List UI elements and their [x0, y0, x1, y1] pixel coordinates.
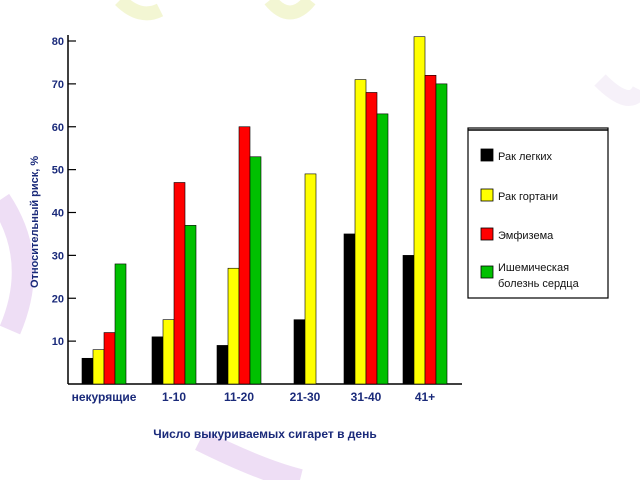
bar-4-5	[376, 113, 389, 385]
bar-2-5	[354, 79, 367, 385]
x-tick-label: 31-40	[351, 390, 382, 404]
bar-3-3	[238, 126, 251, 385]
bar-4-6	[435, 83, 448, 385]
bar-2-3	[227, 267, 240, 385]
bar-3-6	[424, 75, 437, 385]
legend-swatch	[480, 265, 494, 279]
bars	[81, 36, 448, 385]
legend-label: Эмфизема	[498, 230, 554, 242]
bar-1-2	[151, 336, 164, 385]
bar-1-4	[293, 319, 306, 385]
legend-label: Рак легких	[498, 151, 552, 163]
y-tick-label: 60	[52, 122, 64, 134]
x-tick-label: 1-10	[162, 390, 186, 404]
y-tick-label: 20	[52, 293, 64, 305]
y-axis: 10 20 30 40 50 60 70 80	[52, 35, 76, 384]
y-tick-label: 80	[52, 36, 64, 48]
bar-4-1	[114, 263, 127, 385]
x-tick-label: 41+	[415, 390, 435, 404]
bar-2-2	[162, 319, 175, 385]
bar-1-1	[81, 357, 94, 385]
y-tick-label: 40	[52, 208, 64, 220]
legend-label: болезнь сердца	[498, 278, 580, 290]
legend-swatch	[480, 148, 494, 162]
legend-swatch	[480, 227, 494, 241]
legend-swatch	[480, 188, 494, 202]
x-tick-label: некурящие	[72, 390, 137, 404]
legend-label: Ишемическая	[498, 262, 569, 274]
x-axis-label: Число выкуриваемых сигарет в день	[153, 427, 376, 441]
x-tick-label: 11-20	[224, 390, 254, 404]
legend: Рак легких Рак гортани Эмфизема Ишемическая…	[467, 127, 609, 299]
y-axis-label: Относительный риск, %	[29, 156, 41, 288]
y-tick-label: 10	[52, 336, 64, 348]
x-axis: некурящие 1-10 11-20 21-30 31-40 41+	[68, 383, 462, 404]
bar-3-1	[103, 332, 116, 385]
y-tick-label: 70	[52, 79, 64, 91]
x-tick-label: 21-30	[290, 390, 321, 404]
bar-1-3	[216, 345, 229, 385]
bar-1-5	[343, 233, 356, 385]
bar-4-2	[184, 225, 197, 385]
bar-2-1	[92, 349, 105, 385]
bar-1-6	[402, 255, 415, 385]
y-tick-label: 30	[52, 250, 64, 262]
bar-4-3	[249, 156, 262, 385]
legend-label: Рак гортани	[498, 191, 558, 203]
bar-3-5	[365, 92, 378, 385]
bar-2-4	[304, 173, 317, 385]
bar-2-6	[413, 36, 426, 385]
y-tick-label: 50	[52, 165, 64, 177]
bar-3-2	[173, 182, 186, 385]
